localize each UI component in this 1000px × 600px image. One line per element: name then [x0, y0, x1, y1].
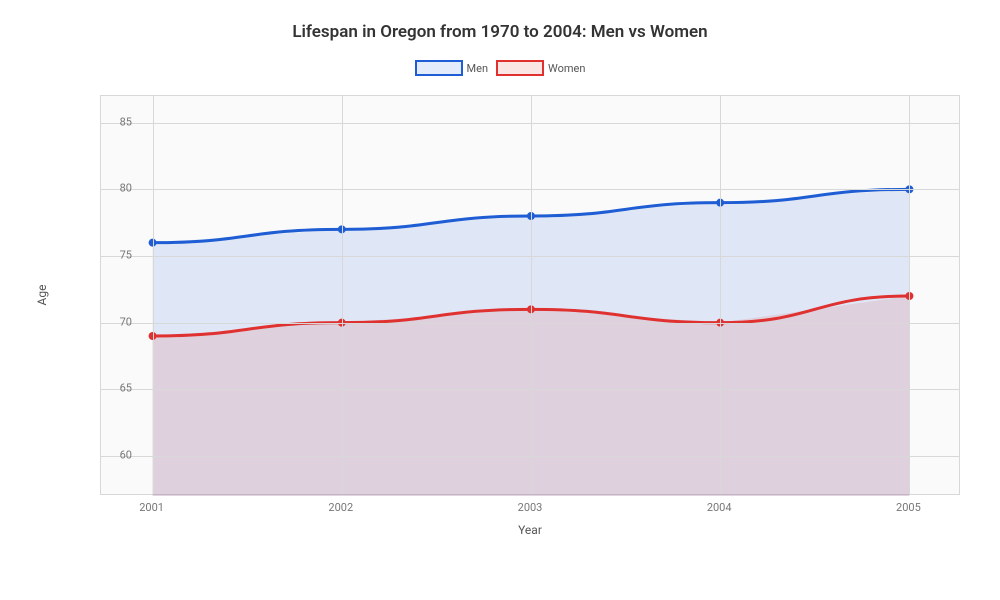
gridline-v: [909, 96, 910, 494]
chart-title: Lifespan in Oregon from 1970 to 2004: Me…: [0, 0, 1000, 42]
y-tick-label: 70: [102, 315, 132, 328]
gridline-h: [101, 256, 959, 257]
x-tick-label: 2002: [328, 501, 353, 514]
x-tick-label: 2003: [518, 501, 543, 514]
gridline-h: [101, 323, 959, 324]
y-tick-label: 65: [102, 382, 132, 395]
gridline-v: [720, 96, 721, 494]
legend-swatch-women: [496, 60, 544, 76]
gridline-h: [101, 123, 959, 124]
gridline-h: [101, 389, 959, 390]
x-axis-title: Year: [518, 523, 542, 537]
x-tick-label: 2001: [139, 501, 164, 514]
gridline-h: [101, 456, 959, 457]
y-tick-label: 75: [102, 249, 132, 262]
legend-item-men[interactable]: Men: [415, 60, 489, 76]
plot-wrap: Age Year 6065707580852001200220032004200…: [60, 95, 960, 525]
x-tick-label: 2004: [707, 501, 732, 514]
legend-label-women: Women: [548, 62, 585, 75]
y-tick-label: 80: [102, 182, 132, 195]
gridline-v: [531, 96, 532, 494]
gridline-v: [153, 96, 154, 494]
plot-area[interactable]: [100, 95, 960, 495]
x-tick-label: 2005: [896, 501, 921, 514]
gridline-v: [342, 96, 343, 494]
legend-item-women[interactable]: Women: [496, 60, 585, 76]
legend-swatch-men: [415, 60, 463, 76]
y-tick-label: 60: [102, 449, 132, 462]
legend: Men Women: [0, 60, 1000, 76]
y-axis-title: Age: [35, 285, 49, 306]
y-tick-label: 85: [102, 115, 132, 128]
legend-label-men: Men: [467, 62, 489, 75]
gridline-h: [101, 189, 959, 190]
